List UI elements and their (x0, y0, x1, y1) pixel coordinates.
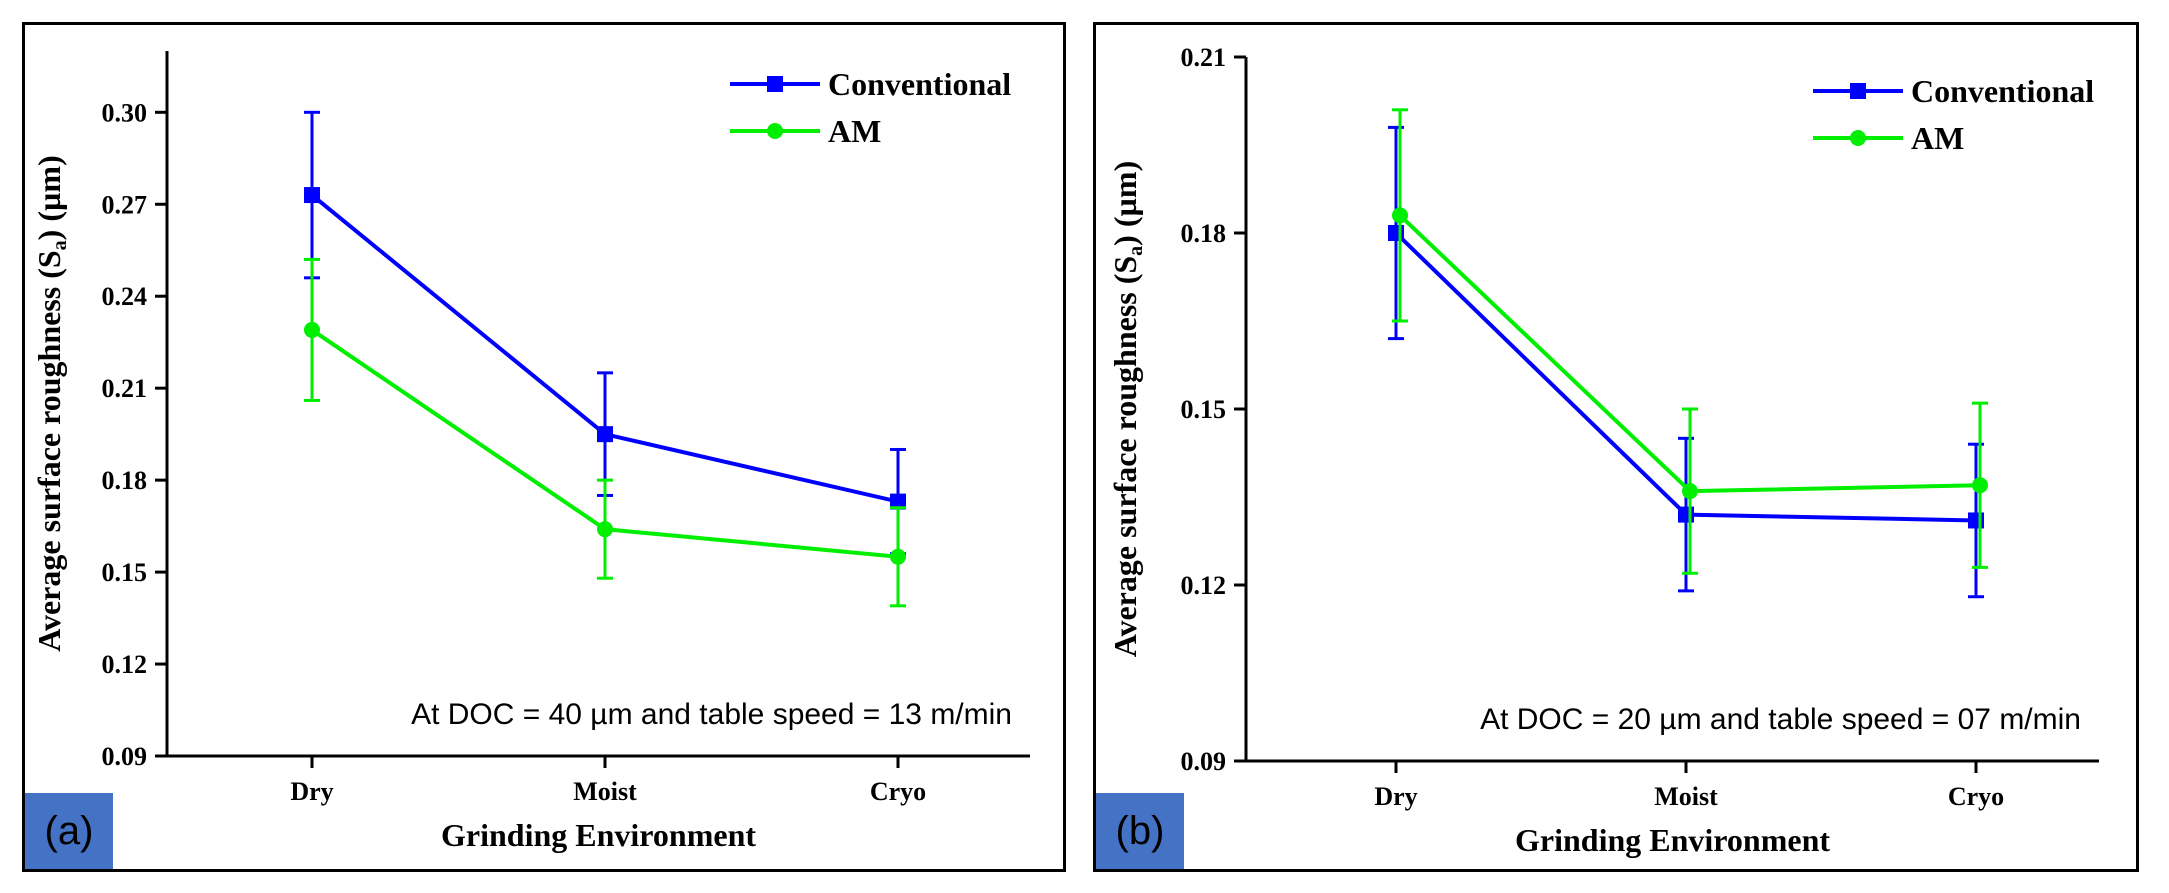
chart-b-svg: 0.09 0.12 0.15 0.18 0.21 Dry Moist Cryo Grinding… (1107, 43, 2099, 858)
y-tick-label-b-3: 0.18 (1181, 219, 1227, 248)
x-axis-label-a: Grinding Environment (441, 817, 756, 853)
legend-label-b-1: AM (1911, 120, 1964, 156)
y-tick-label-b-0: 0.09 (1181, 747, 1227, 776)
legend-marker-a-1 (767, 123, 783, 139)
panel-label-b: (b) (1115, 809, 1165, 853)
x-tick-label-a-1: Moist (573, 777, 637, 806)
data-point-a-1-2 (890, 548, 906, 565)
legend-marker-b-1 (1850, 130, 1866, 146)
x-tick-label-a-2: Cryo (870, 777, 926, 806)
x-tick-label-b-2: Cryo (1948, 782, 2004, 811)
x-tick-label-b-0: Dry (1374, 782, 1417, 811)
y-tick-label-a-4: 0.21 (102, 374, 148, 403)
y-tick-label-a-0: 0.09 (102, 742, 148, 771)
y-axis-label-end-a: ) (µm) (31, 155, 67, 240)
legend-label-b-0: Conventional (1911, 73, 2094, 109)
y-tick-label-a-3: 0.18 (102, 466, 148, 495)
data-point-b-1-2 (1972, 477, 1988, 494)
y-axis-label-main-a: Average surface roughness (S (31, 250, 67, 651)
y-tick-label-b-2: 0.15 (1181, 395, 1227, 424)
data-point-b-1-1 (1682, 483, 1698, 500)
y-tick-label-a-7: 0.30 (102, 98, 148, 127)
legend-marker-b-0 (1850, 83, 1866, 99)
chart-a-svg: 0.09 0.12 0.15 0.18 0.21 0.24 0.27 0.30 Dry Moist… (31, 51, 1030, 853)
y-axis-label-a: Average surface roughness (Sa) (µm) (31, 155, 71, 652)
panel-label-a: (a) (44, 809, 94, 853)
x-axis-label-b: Grinding Environment (1515, 822, 1830, 858)
data-point-a-0-2 (890, 493, 906, 510)
chart-panel-b: 0.09 0.12 0.15 0.18 0.21 Dry Moist Cryo Grinding… (1093, 22, 2139, 872)
data-point-a-1-0 (304, 321, 320, 338)
data-point-a-0-0 (304, 187, 320, 204)
data-point-b-0-1 (1678, 506, 1694, 523)
y-tick-label-a-2: 0.15 (102, 558, 148, 587)
y-tick-label-a-6: 0.27 (102, 190, 148, 219)
data-point-a-1-1 (597, 521, 613, 538)
chart-panel-a: 0.09 0.12 0.15 0.18 0.21 0.24 0.27 0.30 Dry Moist… (22, 22, 1066, 872)
legend-marker-a-0 (767, 76, 783, 92)
y-tick-label-b-4: 0.21 (1181, 43, 1227, 72)
y-axis-label-sub-b: a (1125, 246, 1147, 256)
annotation-b: At DOC = 20 µm and table speed = 07 m/mi… (1480, 703, 2081, 736)
y-tick-label-b-1: 0.12 (1181, 571, 1227, 600)
y-axis-label-b: Average surface roughness (Sa) (µm) (1107, 161, 1147, 658)
panel-label-a-box: (a) (25, 793, 113, 869)
y-tick-label-a-5: 0.24 (102, 282, 148, 311)
legend-label-a-1: AM (828, 113, 881, 149)
data-point-b-0-0 (1388, 225, 1404, 241)
legend-label-a-0: Conventional (828, 66, 1011, 102)
y-axis-label-main-b: Average surface roughness (S (1107, 256, 1143, 657)
data-point-a-0-1 (597, 426, 613, 443)
x-tick-label-a-0: Dry (290, 777, 333, 806)
data-point-b-0-2 (1968, 512, 1984, 529)
y-axis-label-sub-a: a (49, 240, 71, 250)
x-tick-label-b-1: Moist (1654, 782, 1718, 811)
annotation-a: At DOC = 40 µm and table speed = 13 m/mi… (411, 698, 1012, 731)
data-point-b-1-0 (1392, 207, 1408, 224)
y-axis-label-end-b: ) (µm) (1107, 161, 1143, 246)
y-tick-label-a-1: 0.12 (102, 650, 148, 679)
panel-label-b-box: (b) (1096, 793, 1184, 869)
